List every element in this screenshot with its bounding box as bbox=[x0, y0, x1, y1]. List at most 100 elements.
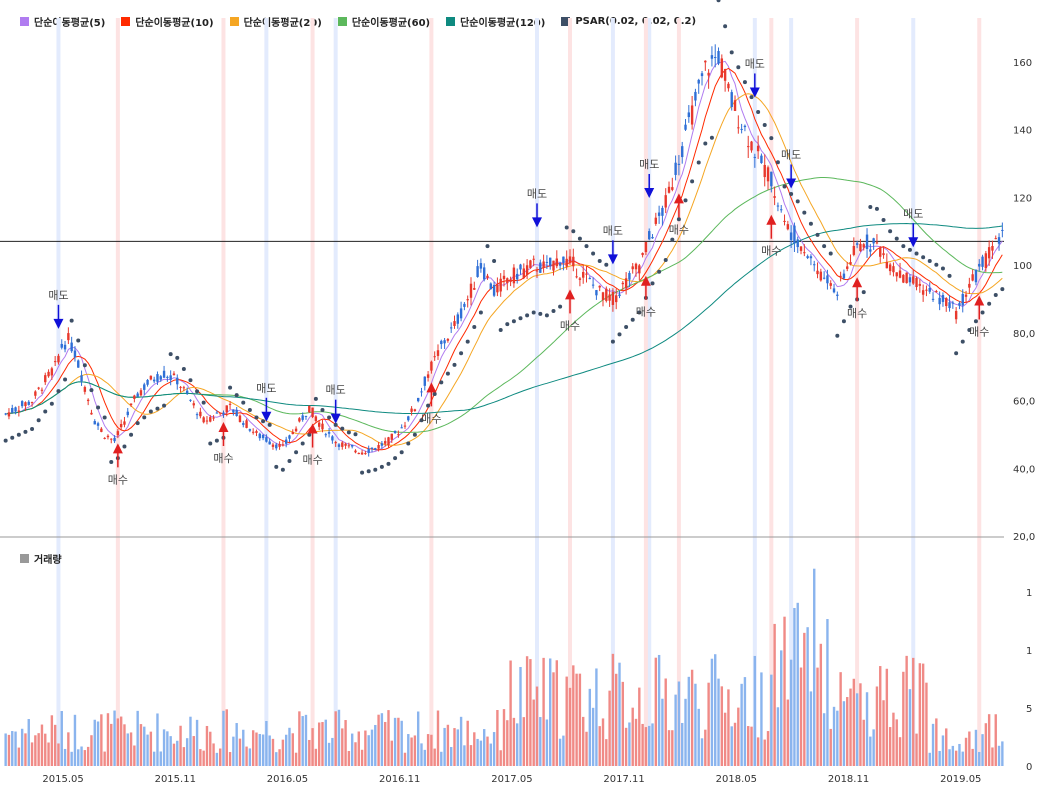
candle-body bbox=[733, 100, 737, 111]
sell-arrow-head bbox=[532, 217, 543, 228]
candle-body bbox=[846, 266, 849, 269]
psar-dot bbox=[142, 415, 147, 420]
candle-body bbox=[991, 245, 994, 251]
legend-item[interactable]: PSAR(0.02, 0.02, 0.2) bbox=[561, 14, 696, 29]
candle-body bbox=[885, 261, 889, 269]
volume-bar bbox=[700, 738, 704, 766]
volume-bar bbox=[473, 732, 476, 766]
volume-bar bbox=[532, 699, 535, 766]
volume-bar bbox=[783, 616, 786, 766]
candle-body bbox=[152, 379, 156, 382]
volume-bar bbox=[667, 730, 671, 766]
signal-band bbox=[535, 18, 540, 766]
psar-dot bbox=[175, 355, 180, 360]
y-tick-label: 160 bbox=[1013, 58, 1032, 69]
volume-bar bbox=[687, 676, 691, 766]
signal-band bbox=[643, 18, 648, 766]
volume-bar bbox=[126, 733, 129, 766]
psar-dot bbox=[465, 339, 470, 344]
legend-item[interactable]: 단순이동평균(60) bbox=[337, 14, 430, 29]
psar-dot bbox=[597, 259, 602, 264]
psar-dot bbox=[419, 418, 424, 423]
volume-bar bbox=[516, 723, 519, 766]
sell-signal-label: 매도 bbox=[527, 187, 547, 200]
candle-body bbox=[179, 386, 182, 388]
volume-bar bbox=[281, 739, 285, 766]
x-tick-label: 2018.05 bbox=[716, 774, 757, 785]
x-tick-label: 2017.05 bbox=[491, 774, 532, 785]
psar-dot bbox=[716, 0, 721, 3]
moving-average-line bbox=[5, 93, 1003, 446]
volume-bar bbox=[189, 716, 192, 766]
psar-dot bbox=[452, 362, 457, 367]
candle-body bbox=[674, 162, 677, 175]
legend-item[interactable]: 단순이동평균(5) bbox=[20, 14, 105, 29]
x-tick-label: 2015.05 bbox=[42, 774, 83, 785]
candle-body bbox=[139, 390, 143, 396]
sell-arrow-head bbox=[330, 413, 341, 424]
volume-bar bbox=[568, 687, 572, 766]
legend-item[interactable]: 단순이동평균(20) bbox=[229, 14, 322, 29]
volume-bar bbox=[410, 737, 413, 766]
candle-body bbox=[888, 264, 892, 272]
psar-dot bbox=[657, 269, 662, 274]
volume-bar bbox=[288, 727, 291, 766]
volume-bar bbox=[453, 728, 456, 766]
legend-item[interactable]: 단순이동평균(10) bbox=[121, 14, 214, 29]
volume-bar bbox=[565, 676, 568, 766]
psar-dot bbox=[709, 135, 714, 140]
volume-bar bbox=[17, 747, 21, 766]
psar-dot bbox=[868, 204, 873, 209]
volume-bar bbox=[370, 729, 374, 766]
candle-body bbox=[862, 244, 865, 248]
buy-arrow-head bbox=[218, 421, 229, 432]
candle-body bbox=[20, 401, 24, 407]
volume-bar bbox=[611, 653, 615, 766]
volume-bar bbox=[344, 720, 347, 766]
candle-body bbox=[997, 237, 1001, 244]
volume-bar bbox=[390, 740, 393, 766]
signal-band bbox=[647, 18, 652, 766]
volume-bar bbox=[512, 717, 516, 766]
psar-dot bbox=[802, 210, 807, 215]
buy-signal-label: 매수 bbox=[761, 245, 781, 258]
candle-body bbox=[697, 79, 700, 84]
candle-body bbox=[321, 423, 324, 430]
candle-body bbox=[255, 431, 258, 433]
candle-body bbox=[403, 425, 407, 427]
candle-body bbox=[90, 412, 93, 415]
volume-bar bbox=[684, 698, 687, 766]
candle-body bbox=[14, 407, 17, 412]
sell-arrow-head bbox=[261, 411, 272, 422]
candle-body bbox=[578, 278, 582, 280]
candle-body bbox=[291, 431, 294, 435]
candle-body bbox=[463, 303, 466, 307]
psar-dot bbox=[525, 313, 530, 318]
candle-body bbox=[314, 416, 318, 422]
candle-body bbox=[737, 127, 740, 129]
volume-bar bbox=[938, 750, 941, 766]
candle-body bbox=[486, 275, 489, 278]
candle-body bbox=[34, 391, 37, 396]
signal-band bbox=[310, 18, 315, 766]
volume-bar bbox=[1001, 741, 1004, 766]
candle-body bbox=[367, 448, 370, 453]
legend-item[interactable]: 단순이동평균(120) bbox=[446, 14, 545, 29]
volume-bar bbox=[651, 723, 654, 766]
candle-body bbox=[572, 256, 575, 267]
volume-bar bbox=[793, 607, 796, 766]
volume-bar bbox=[588, 688, 592, 766]
volume-bar bbox=[875, 686, 879, 766]
volume-bar bbox=[839, 672, 842, 766]
volume-bar bbox=[799, 667, 803, 766]
buy-signal-label: 매수 bbox=[669, 223, 689, 236]
volume-bar bbox=[301, 716, 304, 766]
volume-bar bbox=[469, 745, 473, 766]
buy-signal-label: 매수 bbox=[847, 307, 867, 320]
candle-body bbox=[390, 433, 393, 440]
volume-bar bbox=[11, 731, 14, 766]
candle-body bbox=[776, 205, 780, 207]
candle-body bbox=[17, 410, 21, 412]
psar-dot bbox=[412, 432, 417, 437]
candle-body bbox=[928, 287, 931, 292]
